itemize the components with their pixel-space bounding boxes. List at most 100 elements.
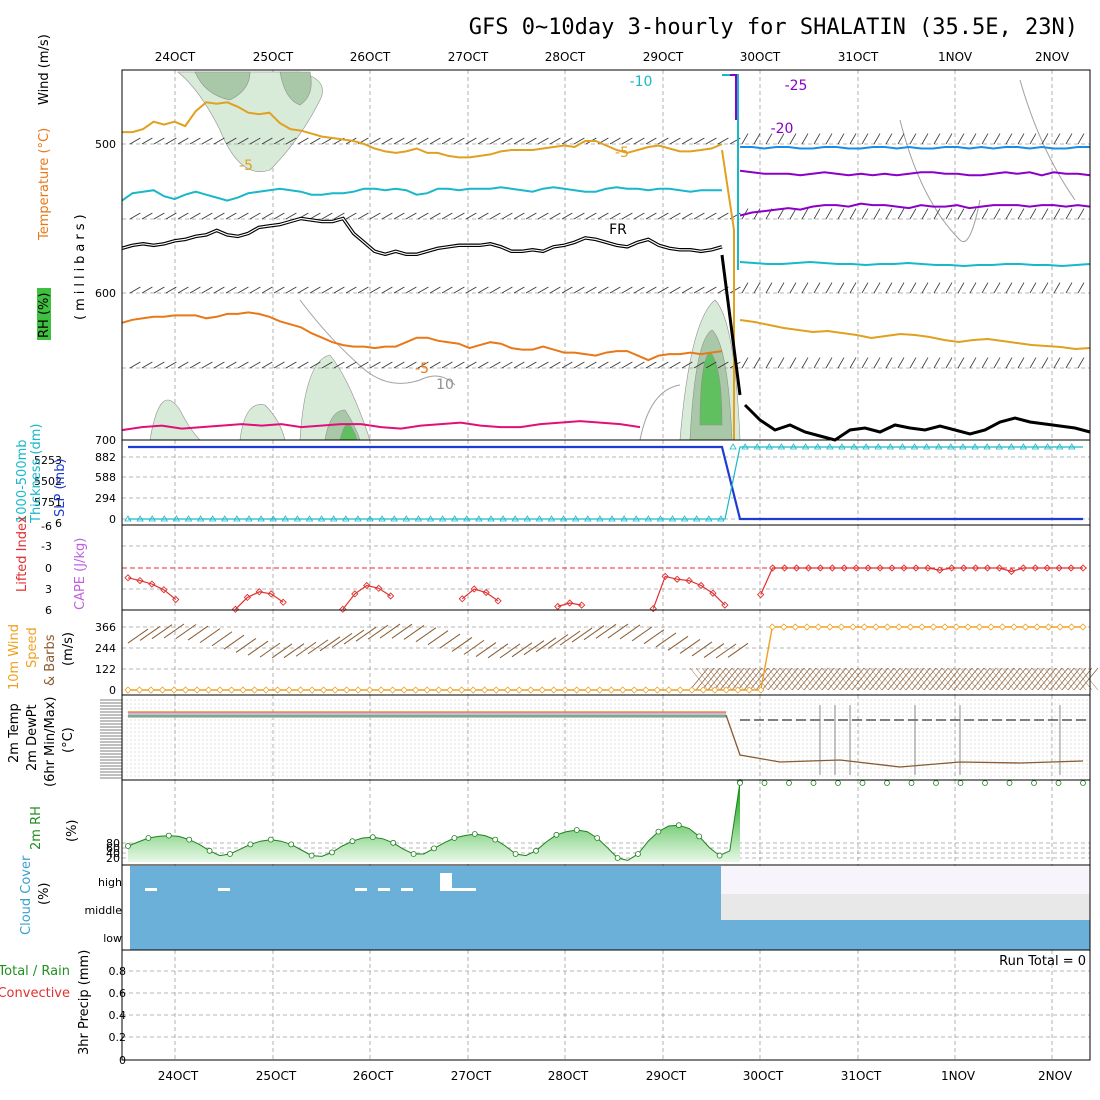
wind-speed-marker (331, 686, 339, 694)
wind-barb (969, 133, 977, 145)
rh-marker (957, 780, 964, 786)
thickness-marker (293, 515, 302, 522)
wind-speed-marker (492, 686, 500, 694)
wind-barb (345, 286, 357, 294)
wind-barb (981, 208, 989, 220)
thickness-marker (499, 515, 507, 522)
thickness-marker (257, 515, 265, 522)
thickness-marker (378, 515, 386, 522)
wind-barb (547, 634, 569, 649)
wind-speed-line (128, 626, 1083, 691)
wind-barb (405, 212, 417, 220)
contour-label: -5 (615, 145, 629, 161)
wind-barb (1065, 133, 1073, 145)
wind-speed-marker (607, 686, 615, 694)
wind-barb (813, 282, 821, 294)
rh-marker (227, 851, 233, 857)
temperature-contour (121, 420, 641, 432)
date-label-bottom: 31OCT (841, 1069, 882, 1083)
wind-barb (667, 635, 689, 651)
axis-label-cape: CAPE (J/kg) (73, 538, 88, 610)
rh-marker (308, 852, 315, 859)
wind-barb (885, 208, 893, 220)
wind-barb (391, 623, 413, 639)
wind-barb (273, 137, 285, 145)
wind-barb (957, 357, 965, 369)
rh-marker (267, 836, 274, 843)
wind-barb (333, 212, 345, 220)
rh-marker (614, 855, 621, 861)
wind-barb (249, 286, 261, 294)
wind-barb (705, 212, 717, 220)
rh-marker (1031, 780, 1037, 786)
wind-barb (571, 627, 593, 643)
wind-speed-marker (642, 686, 650, 694)
date-label-bottom: 27OCT (451, 1069, 492, 1083)
thickness-marker (729, 443, 737, 450)
wind-barb (261, 212, 273, 220)
cloud-gap (378, 888, 390, 891)
wind-barb (681, 286, 693, 294)
wind-barb (441, 361, 453, 369)
wind-barb (753, 282, 761, 294)
wind-barb (777, 282, 785, 294)
wind-speed-marker (262, 686, 270, 694)
run-total: Run Total = 0 (999, 954, 1086, 969)
temperature-contour (121, 186, 722, 202)
wind-barb (501, 286, 513, 294)
wind-barb (177, 137, 189, 145)
date-label-top: 2NOV (1035, 50, 1070, 64)
wind-barb (741, 282, 749, 294)
wind-speed-marker (458, 686, 466, 694)
wind-barb (271, 643, 293, 659)
wind-barb (405, 137, 417, 145)
y-tick-label: -3 (41, 540, 52, 553)
wind-barb (381, 361, 393, 369)
lifted-index-line (557, 602, 582, 608)
thickness-marker (765, 443, 774, 450)
wind-speed-marker (320, 686, 328, 694)
wind-barb (619, 624, 641, 640)
wind-barb (1005, 357, 1013, 369)
wind-barb (741, 133, 749, 145)
wind-barb (777, 357, 785, 369)
wind-barb (549, 137, 561, 145)
wind-barb (681, 212, 693, 220)
wind-speed-marker (826, 623, 834, 631)
wind-barb (849, 133, 857, 145)
wind-speed-marker (1067, 623, 1076, 631)
wind-barb (367, 624, 389, 640)
rh-marker (696, 833, 703, 840)
wind-barb (297, 137, 309, 145)
wind-barb (621, 137, 633, 145)
thickness-marker (148, 515, 156, 522)
wind-barb (285, 212, 297, 220)
wind-barb (381, 212, 393, 220)
wind-barb (175, 624, 197, 639)
wind-barb (309, 137, 321, 145)
wind-speed-marker (124, 686, 132, 694)
rh-marker (908, 780, 915, 786)
wind-barb (885, 357, 893, 369)
thickness-marker (692, 515, 701, 522)
y-tick-label: 0 (109, 513, 116, 526)
wind-speed-marker (998, 623, 1007, 631)
wind-barb (273, 286, 285, 294)
rh-shading (149, 399, 201, 441)
thickness-marker (850, 443, 858, 450)
wind-barb (597, 361, 609, 369)
wind-barb (573, 137, 585, 145)
wind-barb (921, 133, 929, 145)
wind-barb (1077, 282, 1085, 294)
wind-barb (513, 286, 525, 294)
axis-label-slp: SLP (mb) (53, 458, 68, 517)
rh-marker (635, 851, 641, 857)
wind-barb (957, 133, 965, 145)
wind-barb (201, 212, 213, 220)
rh-marker (206, 847, 213, 854)
y-tick-label: 60 (106, 842, 120, 855)
rh-marker (655, 828, 662, 835)
wind-speed-marker (389, 686, 397, 694)
wind-barb (609, 286, 621, 294)
wind-speed-marker (193, 686, 201, 694)
